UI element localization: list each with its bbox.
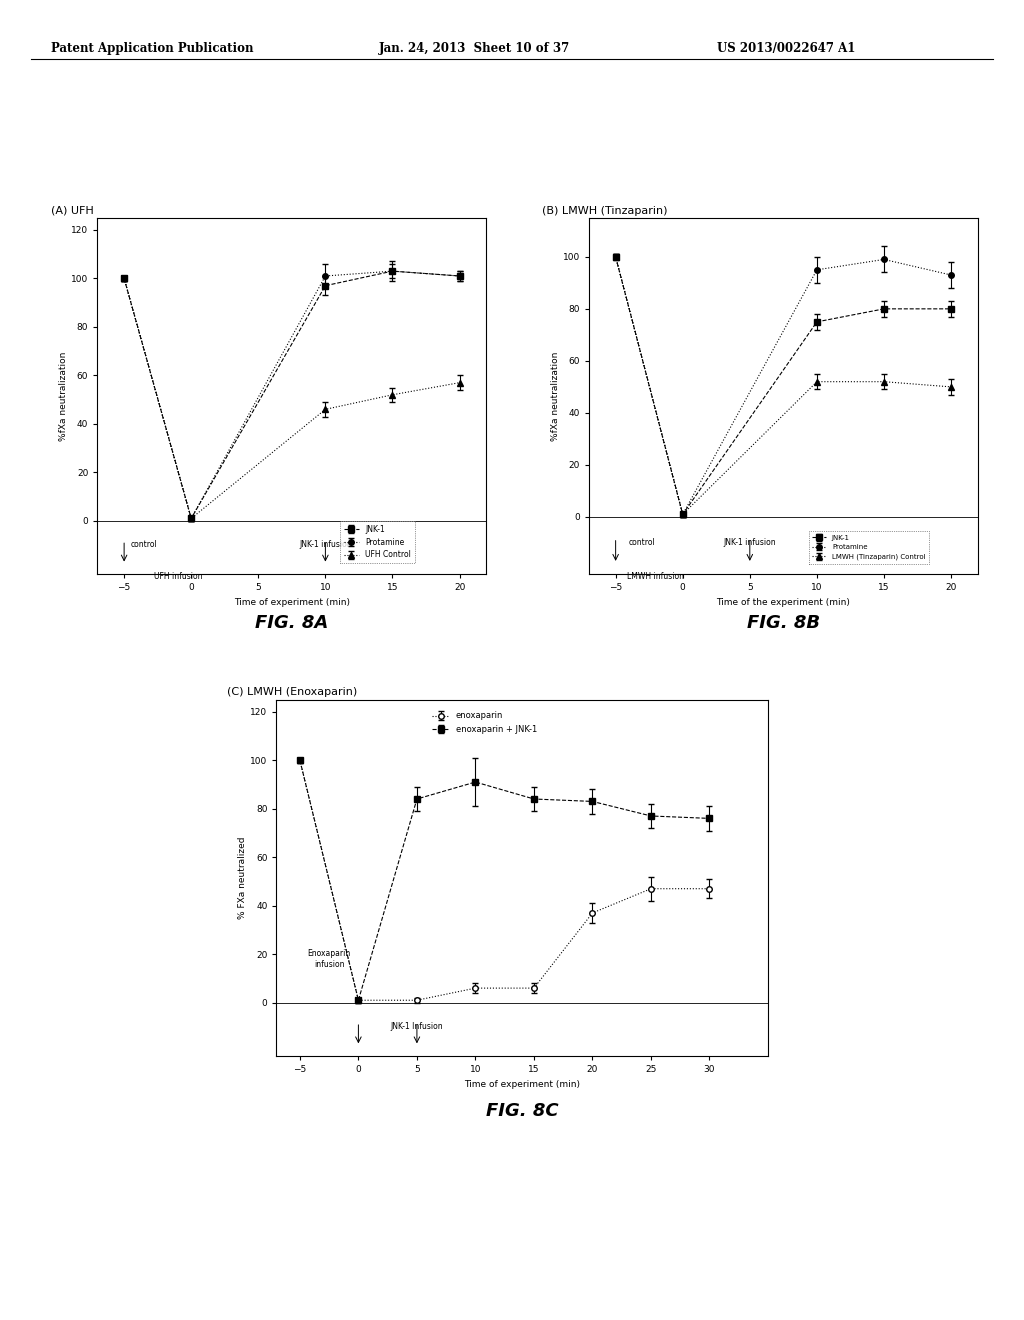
Text: UFH infusion: UFH infusion	[154, 572, 202, 581]
Text: Jan. 24, 2013  Sheet 10 of 37: Jan. 24, 2013 Sheet 10 of 37	[379, 42, 570, 55]
Text: (C) LMWH (Enoxaparin): (C) LMWH (Enoxaparin)	[227, 688, 357, 697]
Text: US 2013/0022647 A1: US 2013/0022647 A1	[717, 42, 855, 55]
Text: FIG. 8B: FIG. 8B	[746, 614, 820, 632]
Text: JNK-1 Infusion: JNK-1 Infusion	[390, 1022, 443, 1031]
Text: Enoxaparin
infusion: Enoxaparin infusion	[307, 949, 351, 969]
X-axis label: Time of the experiment (min): Time of the experiment (min)	[717, 598, 850, 607]
Y-axis label: % FXa neutralized: % FXa neutralized	[239, 837, 248, 919]
Y-axis label: %fXa neutralization: %fXa neutralization	[59, 351, 69, 441]
Text: JNK-1 infusion: JNK-1 infusion	[299, 540, 351, 549]
X-axis label: Time of experiment (min): Time of experiment (min)	[233, 598, 350, 607]
Legend: JNK-1, Protamine, LMWH (Tinzaparin) Control: JNK-1, Protamine, LMWH (Tinzaparin) Cont…	[809, 531, 929, 564]
X-axis label: Time of experiment (min): Time of experiment (min)	[464, 1080, 581, 1089]
Text: FIG. 8A: FIG. 8A	[255, 614, 329, 632]
Y-axis label: %fXa neutralization: %fXa neutralization	[551, 351, 560, 441]
Text: LMWH infusion: LMWH infusion	[628, 572, 684, 581]
Text: (B) LMWH (Tinzaparin): (B) LMWH (Tinzaparin)	[542, 206, 668, 215]
Text: (A) UFH: (A) UFH	[50, 206, 93, 215]
Legend: JNK-1, Protamine, UFH Control: JNK-1, Protamine, UFH Control	[340, 521, 415, 564]
Legend: enoxaparin, enoxaparin + JNK-1: enoxaparin, enoxaparin + JNK-1	[428, 708, 541, 738]
Text: control: control	[131, 540, 158, 549]
Text: FIG. 8C: FIG. 8C	[486, 1102, 558, 1121]
Text: Patent Application Publication: Patent Application Publication	[51, 42, 254, 55]
Text: control: control	[629, 537, 655, 546]
Text: JNK-1 infusion: JNK-1 infusion	[724, 537, 776, 546]
